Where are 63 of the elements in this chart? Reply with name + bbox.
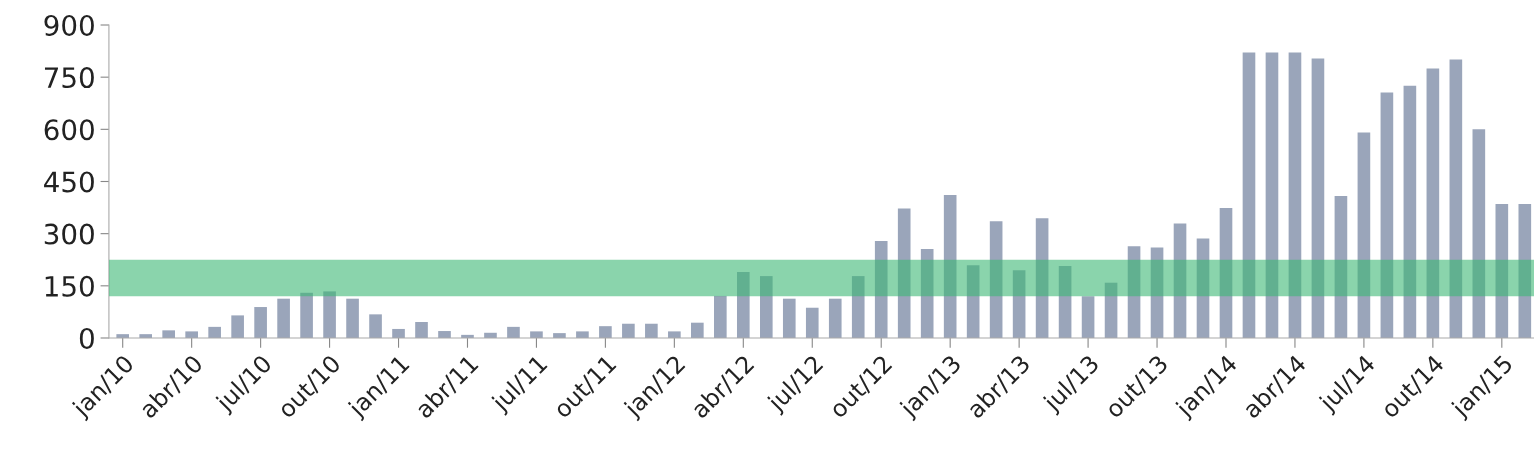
bar bbox=[920, 248, 934, 338]
bar bbox=[392, 328, 405, 338]
bar bbox=[1380, 92, 1394, 338]
y-tick-label: 150 bbox=[45, 275, 94, 297]
bar bbox=[691, 322, 704, 338]
y-tick-label: 750 bbox=[44, 67, 94, 89]
bar bbox=[622, 323, 635, 338]
bar bbox=[185, 331, 198, 338]
bar bbox=[162, 330, 175, 338]
bar bbox=[782, 298, 796, 338]
y-tick-label: 300 bbox=[44, 223, 94, 245]
bar bbox=[300, 292, 313, 338]
bar bbox=[1035, 218, 1049, 338]
bar bbox=[415, 321, 428, 338]
bar bbox=[323, 291, 336, 338]
bar bbox=[1357, 132, 1371, 338]
bar bbox=[599, 326, 612, 338]
bar bbox=[1518, 204, 1532, 338]
bar bbox=[1334, 196, 1348, 338]
bar bbox=[989, 221, 1003, 338]
bar bbox=[576, 331, 589, 338]
bar bbox=[1288, 52, 1302, 338]
bar bbox=[714, 295, 727, 338]
bar bbox=[1449, 59, 1463, 338]
bar bbox=[1403, 85, 1417, 338]
bar bbox=[1495, 204, 1509, 338]
bar bbox=[1426, 68, 1440, 338]
bar bbox=[208, 326, 221, 338]
bar bbox=[1173, 223, 1187, 338]
bar bbox=[1127, 246, 1141, 338]
bar bbox=[943, 195, 957, 338]
bar bbox=[1012, 270, 1026, 338]
bar bbox=[277, 298, 290, 338]
bar bbox=[736, 271, 750, 338]
bar bbox=[874, 240, 888, 338]
bar bbox=[1311, 58, 1325, 338]
bar bbox=[254, 307, 267, 338]
bar bbox=[1058, 266, 1072, 338]
bar bbox=[1219, 207, 1233, 338]
bar bbox=[759, 276, 773, 338]
bar bbox=[805, 307, 819, 338]
y-tick-label: 600 bbox=[44, 119, 94, 141]
bar bbox=[668, 331, 681, 338]
bar bbox=[645, 323, 658, 338]
bar bbox=[897, 208, 911, 338]
bar bbox=[231, 315, 244, 338]
bar bbox=[507, 326, 520, 338]
bar bbox=[1150, 247, 1164, 338]
bar bbox=[1242, 52, 1256, 338]
bar bbox=[851, 276, 865, 338]
bar bbox=[530, 331, 543, 338]
bar bbox=[966, 265, 980, 338]
bar bbox=[828, 298, 842, 338]
y-tick-label: 0 bbox=[79, 327, 94, 349]
y-tick-label: 450 bbox=[44, 171, 94, 193]
bar bbox=[1265, 52, 1279, 338]
bar bbox=[1104, 282, 1118, 338]
bar bbox=[1081, 296, 1095, 338]
bar bbox=[346, 298, 359, 338]
bar bbox=[369, 314, 382, 338]
bar bbox=[1472, 129, 1486, 338]
bar bbox=[1196, 238, 1210, 338]
y-tick-label: 900 bbox=[44, 14, 94, 36]
